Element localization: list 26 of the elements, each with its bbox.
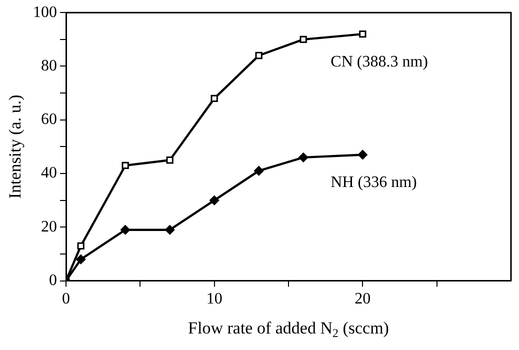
point	[298, 152, 308, 162]
point	[254, 166, 264, 176]
point	[120, 225, 130, 235]
y-tick-label: 40	[41, 164, 57, 182]
x-tick-label: 10	[206, 290, 222, 308]
y-tick-label: 80	[41, 57, 57, 74]
point	[255, 52, 262, 60]
point	[165, 225, 175, 235]
y-tick-label: 0	[49, 272, 57, 290]
point	[76, 254, 86, 264]
point	[122, 162, 129, 170]
series-label: CN (388.3 nm)	[330, 53, 428, 70]
y-axis-title: Intensity (a. u.)	[5, 94, 24, 199]
y-tick-label: 20	[41, 218, 57, 236]
point	[166, 156, 174, 164]
point	[210, 196, 220, 206]
point	[358, 150, 368, 160]
x-tick-label: 0	[62, 290, 70, 308]
y-tick-label: 60	[41, 111, 57, 128]
series-label: NH (336 nm)	[330, 174, 417, 191]
point	[359, 30, 366, 38]
point	[300, 36, 307, 43]
x-tick-label: 20	[354, 290, 371, 308]
point	[77, 242, 84, 250]
y-tick-label: 100	[33, 4, 57, 21]
point	[210, 94, 218, 102]
